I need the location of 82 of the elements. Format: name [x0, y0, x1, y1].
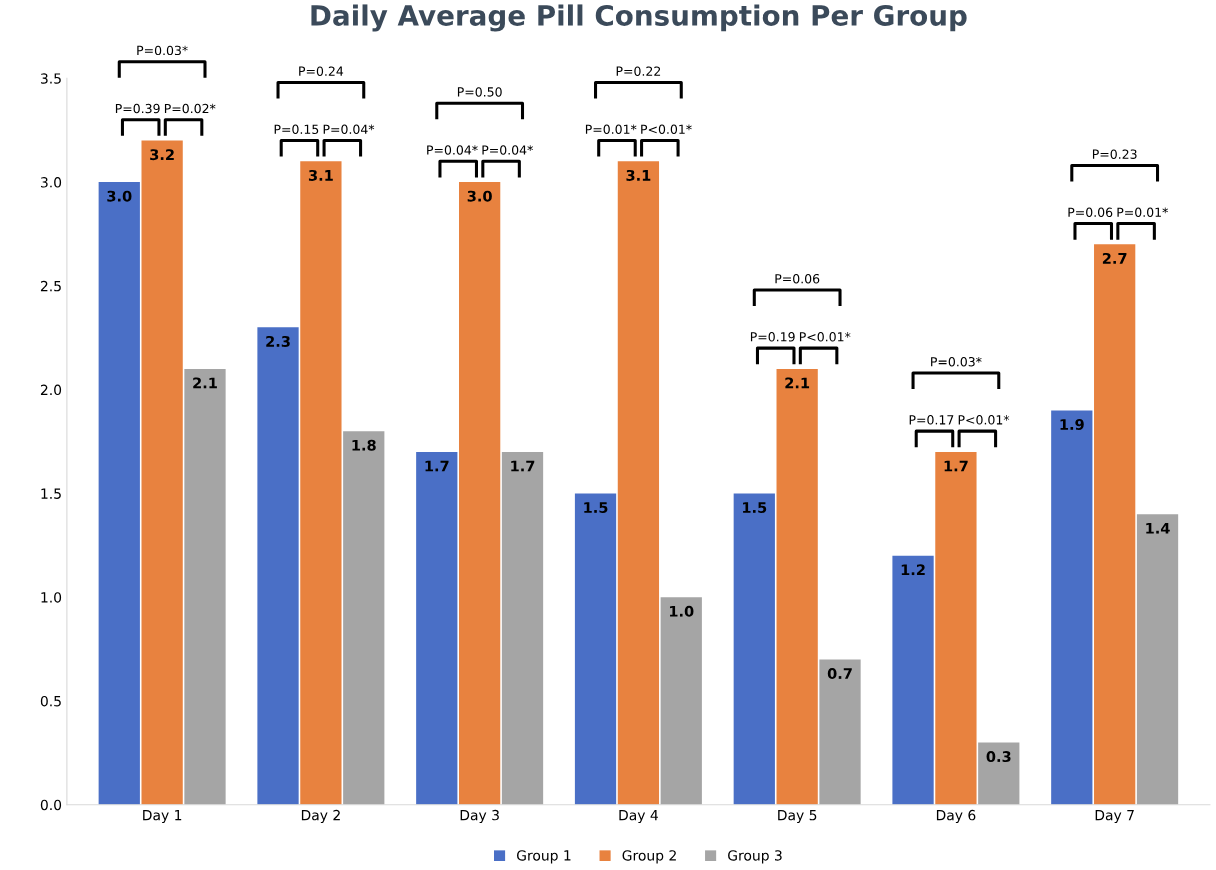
- bar: [501, 451, 544, 805]
- text: P=0.03*: [137, 45, 188, 56]
- annotation: P<0.01*: [641, 124, 692, 134]
- text: 2.1: [785, 377, 810, 389]
- legend-label: Group 1: [517, 850, 571, 864]
- y-tick-label: 0.5: [40, 695, 61, 707]
- text: 0.7: [827, 668, 852, 680]
- text: 1.2: [901, 564, 925, 576]
- annotation: P=0.01*: [585, 124, 637, 134]
- y-tick-label: 3.5: [40, 73, 61, 84]
- text: 1.7: [944, 460, 968, 472]
- chart-title: Daily Average Pill Consumption Per Group: [311, 4, 967, 32]
- bar: [819, 659, 861, 805]
- x-tick-label: Day 4: [619, 810, 658, 824]
- legend-label: Group 3: [728, 850, 782, 864]
- text: 3.0: [107, 190, 132, 202]
- y-tick-label: 2.5: [40, 280, 61, 292]
- text: P=0.22: [616, 66, 661, 76]
- bar: [300, 161, 342, 805]
- bar: [617, 161, 660, 805]
- annotation: P=0.02*: [164, 103, 216, 114]
- bar: [574, 493, 617, 805]
- text: 3.1: [308, 169, 333, 181]
- annotation: P<0.01*: [958, 415, 1010, 425]
- x-tick-label: Day 3: [460, 809, 499, 824]
- text: 2.7: [1102, 252, 1127, 264]
- text: 1.0: [669, 605, 694, 617]
- y-tick-label: 3.0: [40, 177, 62, 188]
- text: 3.1: [626, 169, 651, 181]
- annotation: P<0.01*: [799, 332, 851, 342]
- text: 1.8: [352, 439, 376, 451]
- text: 1.5: [743, 502, 767, 513]
- text: 2.1: [193, 377, 217, 389]
- text: 3.2: [150, 149, 174, 161]
- annotation: P=0.03*: [931, 357, 982, 367]
- x-tick-label: Day 2: [301, 809, 340, 824]
- annotation: P=0.23: [1092, 149, 1137, 159]
- bar: [1051, 410, 1093, 805]
- y-tick-label: 1.0: [41, 592, 62, 603]
- annotation: P=0.04*: [323, 124, 375, 134]
- bar: [978, 742, 1020, 805]
- text: 3.0: [467, 190, 492, 202]
- bar: [459, 182, 501, 805]
- text: 1.4: [1146, 522, 1170, 534]
- annotation: P=0.15: [274, 124, 319, 134]
- x-tick-label: Day 1: [143, 810, 182, 824]
- x-tick-label: Day 7: [1095, 810, 1134, 824]
- bar: [892, 555, 934, 805]
- annotation: P=0.19: [750, 332, 795, 342]
- text: 0.3: [986, 751, 1011, 763]
- bar: [184, 368, 226, 805]
- annotation: P=0.01*: [1117, 207, 1168, 218]
- annotation: P=0.06: [775, 273, 820, 284]
- annotation: P=0.04*: [427, 145, 478, 155]
- x-tick-label: Day 5: [778, 810, 817, 824]
- annotation: P=0.04*: [482, 145, 533, 155]
- text: 1.9: [1060, 418, 1084, 430]
- bar: [257, 327, 299, 805]
- text: 1.5: [584, 502, 608, 513]
- annotation: P=0.50: [457, 87, 502, 97]
- text: P=0.24: [299, 66, 344, 76]
- bar: [1136, 514, 1179, 805]
- text: 1.7: [511, 460, 535, 472]
- y-tick-label: 0.0: [40, 799, 62, 811]
- text: 1.7: [425, 460, 449, 472]
- y-tick-label: 2.0: [40, 384, 62, 396]
- bar: [343, 431, 385, 805]
- text: 2.3: [266, 335, 290, 347]
- bar: [98, 182, 140, 805]
- bar: [416, 451, 458, 805]
- annotation: P=0.06: [1068, 207, 1113, 218]
- x-tick-label: Day 6: [936, 809, 976, 824]
- bar: [1094, 244, 1136, 805]
- annotation: P=0.17: [909, 415, 954, 425]
- bar: [733, 493, 775, 805]
- bar: [141, 140, 183, 805]
- bar: [660, 597, 702, 805]
- y-tick-label: 1.5: [41, 488, 61, 499]
- legend-label: Group 2: [622, 850, 676, 864]
- annotation: P=0.39: [115, 103, 160, 114]
- bar: [935, 451, 977, 805]
- bar: [776, 368, 818, 805]
